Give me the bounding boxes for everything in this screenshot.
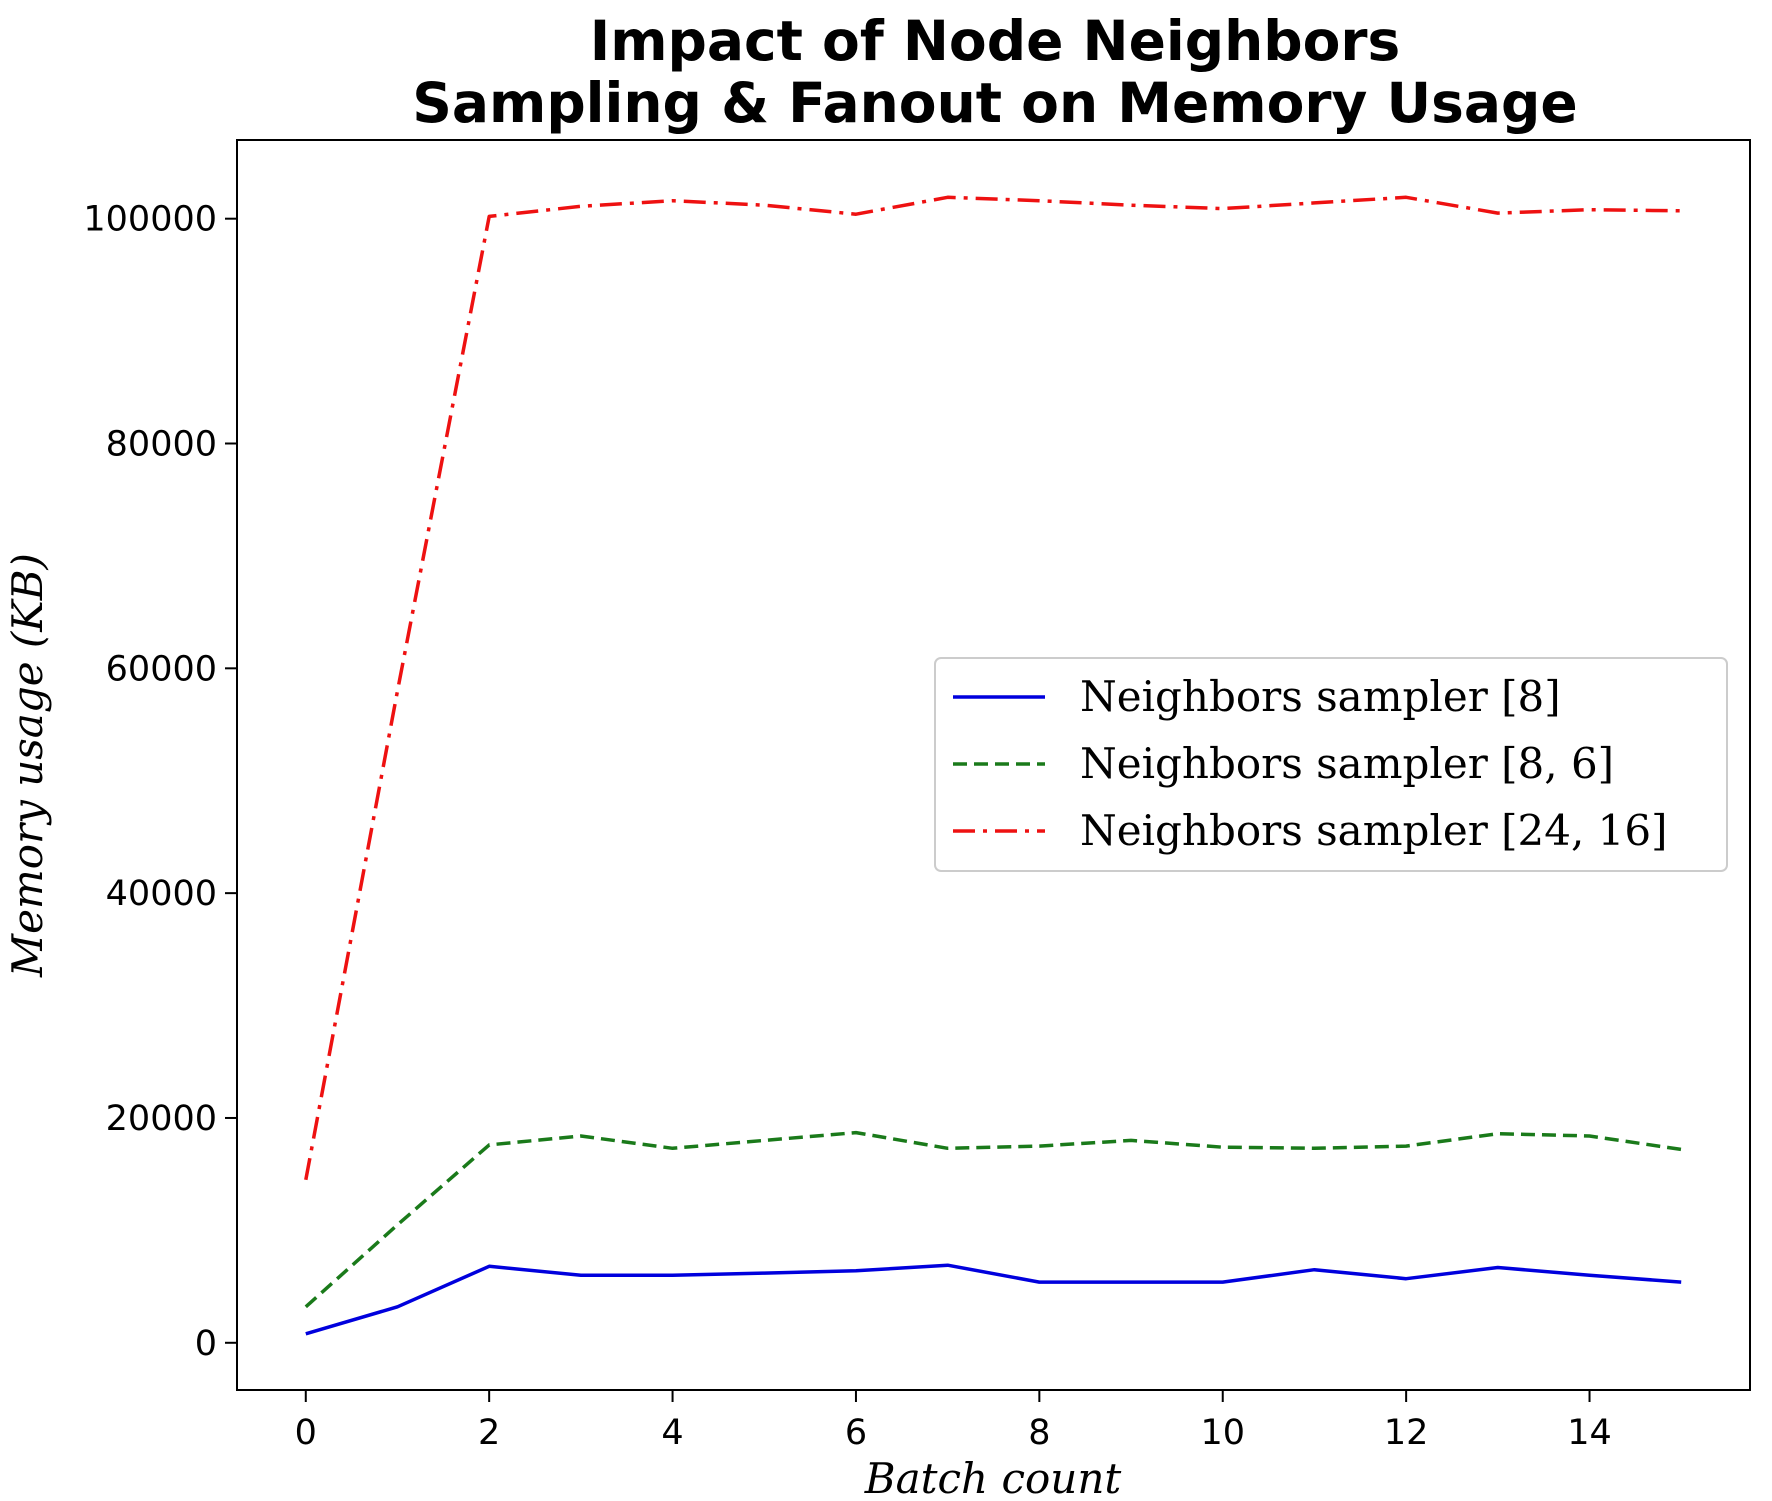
- y-tick-label: 20000: [106, 1099, 217, 1139]
- y-tick-label: 80000: [106, 425, 217, 465]
- x-tick-label: 14: [1567, 1413, 1612, 1453]
- x-tick-label: 12: [1384, 1413, 1429, 1453]
- x-tick-label: 2: [478, 1413, 500, 1453]
- y-tick-label: 60000: [106, 649, 217, 689]
- series-line-1: [305, 1263, 1682, 1336]
- chart-title-line-1: Impact of Node Neighbors: [590, 9, 1401, 73]
- x-tick-label: 6: [845, 1413, 867, 1453]
- chart-title-line-2: Sampling & Fanout on Memory Usage: [412, 71, 1577, 135]
- plot-frame: [236, 139, 1751, 1391]
- legend-box: [934, 657, 1728, 872]
- y-tick-label: 100000: [83, 200, 217, 240]
- x-tick-label: 4: [661, 1413, 683, 1453]
- legend-label-2: Neighbors sampler [8, 6]: [1080, 739, 1614, 788]
- series-lines: [304, 195, 1682, 1336]
- legend-label-1: Neighbors sampler [8]: [1080, 672, 1561, 721]
- ticks: 0 2 4 6 8 10 12 14 0 20000 40000 60000 80000 100000: [83, 200, 1611, 1453]
- y-axis-label: Memory usage (KB): [3, 553, 52, 978]
- series-line-2: [304, 1130, 1682, 1309]
- x-tick-label: 10: [1200, 1413, 1245, 1453]
- legend-label-3: Neighbors sampler [24, 16]: [1080, 806, 1668, 855]
- legend: Neighbors sampler [8] Neighbors sampler […: [934, 657, 1728, 872]
- y-tick-label: 40000: [106, 874, 217, 914]
- x-tick-label: 0: [295, 1413, 317, 1453]
- x-axis-label: Batch count: [864, 1454, 1122, 1496]
- x-tick-label: 8: [1028, 1413, 1050, 1453]
- series-line-3: [304, 195, 1682, 1181]
- y-tick-label: 0: [195, 1324, 217, 1364]
